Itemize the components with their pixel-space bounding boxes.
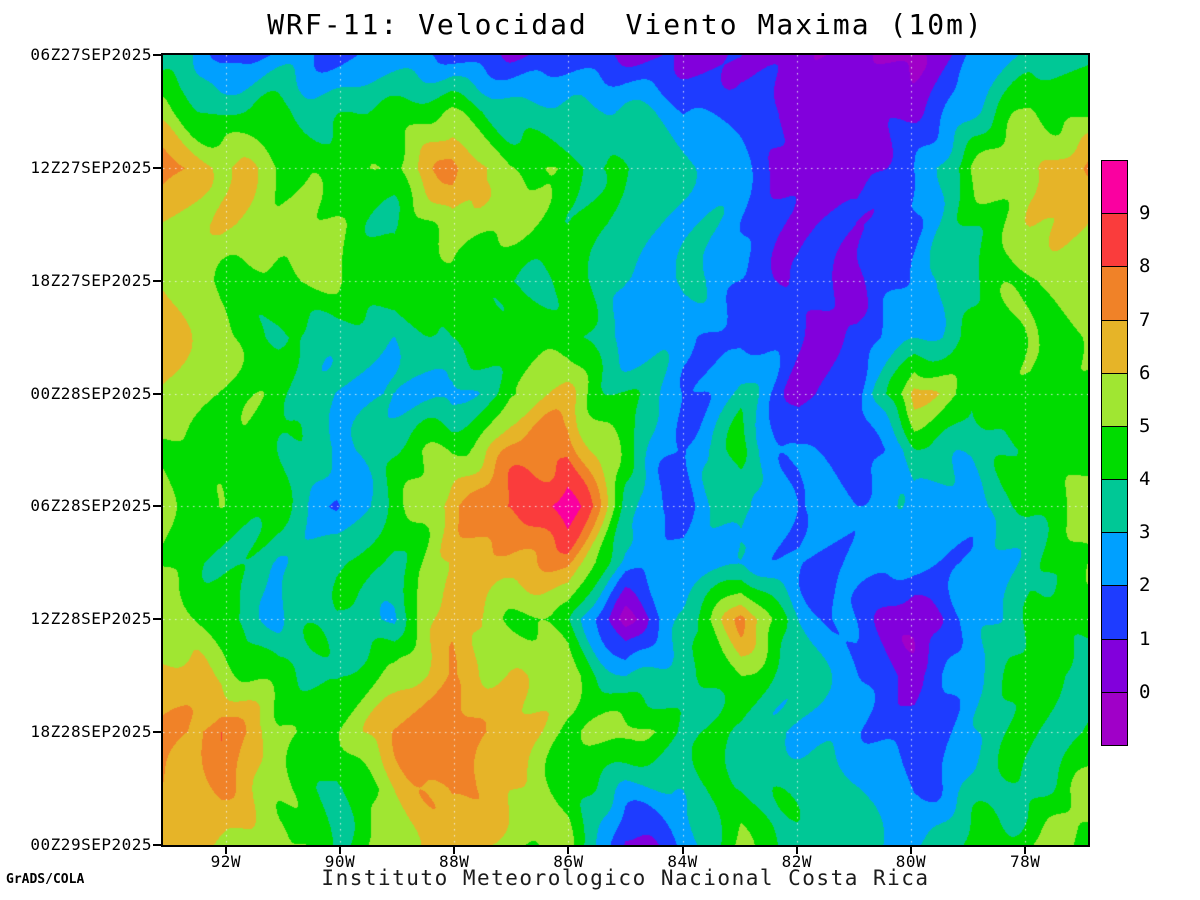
y-axis-tick	[153, 279, 161, 282]
y-axis-tick-label: 18Z28SEP2025	[30, 722, 152, 742]
x-axis-tick	[453, 847, 456, 854]
x-axis-tick	[339, 847, 341, 854]
colorbar-tick-label: 7	[1139, 308, 1151, 331]
x-axis-tick-label: 88W	[439, 852, 470, 871]
y-axis-tick-label: 18Z27SEP2025	[30, 270, 152, 290]
y-axis-tick-label: 06Z27SEP2025	[30, 45, 152, 64]
x-axis-tick-label: 90W	[324, 852, 356, 871]
y-axis-tick-label: 00Z28SEP2025	[30, 383, 152, 403]
colorbar-band	[1101, 266, 1128, 321]
colorbar-tick-label: 3	[1139, 521, 1151, 544]
colorbar-tick-label: 5	[1139, 414, 1151, 437]
x-axis-tick	[224, 847, 227, 854]
y-axis-tick	[153, 731, 161, 734]
colorbar-band	[1101, 479, 1128, 534]
colorbar-tick-label: 6	[1139, 361, 1151, 384]
colorbar-band	[1101, 213, 1128, 268]
x-axis-tick	[567, 847, 570, 854]
colorbar-tick-label: 4	[1139, 468, 1151, 491]
colorbar-band	[1101, 585, 1128, 640]
x-axis-tick-label: 80W	[895, 852, 927, 871]
y-axis-tick-label: 12Z28SEP2025	[30, 609, 152, 629]
x-axis-tick	[795, 847, 798, 854]
y-axis-tick	[153, 844, 161, 846]
x-axis-tick	[1024, 847, 1027, 854]
x-axis-tick	[681, 847, 684, 854]
colorbar-band	[1101, 425, 1128, 481]
colorbar	[1101, 160, 1128, 746]
y-axis-tick	[153, 54, 161, 56]
y-axis-tick-label: 06Z28SEP2025	[30, 496, 152, 516]
wind-speed-field-canvas	[163, 55, 1088, 845]
colorbar-tick-label: 2	[1139, 574, 1151, 597]
x-axis-tick-label: 78W	[1009, 852, 1041, 871]
x-axis-tick-label: 92W	[210, 852, 241, 871]
colorbar-band	[1101, 160, 1128, 215]
x-axis-tick	[909, 847, 912, 854]
colorbar-band	[1101, 638, 1128, 693]
y-axis-tick	[153, 392, 161, 395]
colorbar-tick-label: 8	[1139, 255, 1151, 278]
y-axis-tick	[153, 618, 161, 621]
x-axis-tick-label: 86W	[553, 852, 584, 871]
x-axis-tick-label: 82W	[781, 852, 812, 871]
institute-caption: Instituto Meteorologico Nacional Costa R…	[321, 866, 930, 890]
colorbar-band	[1101, 372, 1128, 427]
y-axis-tick	[153, 505, 161, 508]
colorbar-band	[1101, 532, 1128, 587]
y-axis-tick-label: 12Z27SEP2025	[30, 157, 152, 177]
colorbar-tick-label: 0	[1139, 680, 1151, 703]
chart-title: WRF-11: Velocidad Viento Maxima (10m)	[267, 8, 984, 41]
grads-credit: GrADS/COLA	[6, 872, 85, 887]
colorbar-band	[1101, 319, 1128, 374]
y-axis-tick-label: 00Z29SEP2025	[30, 835, 152, 854]
colorbar-tick-label: 9	[1139, 202, 1151, 225]
colorbar-band	[1101, 691, 1128, 746]
colorbar-tick-label: 1	[1139, 627, 1151, 650]
x-axis-tick-label: 84W	[667, 852, 698, 871]
plot-frame	[161, 53, 1090, 847]
y-axis-tick	[153, 166, 161, 169]
